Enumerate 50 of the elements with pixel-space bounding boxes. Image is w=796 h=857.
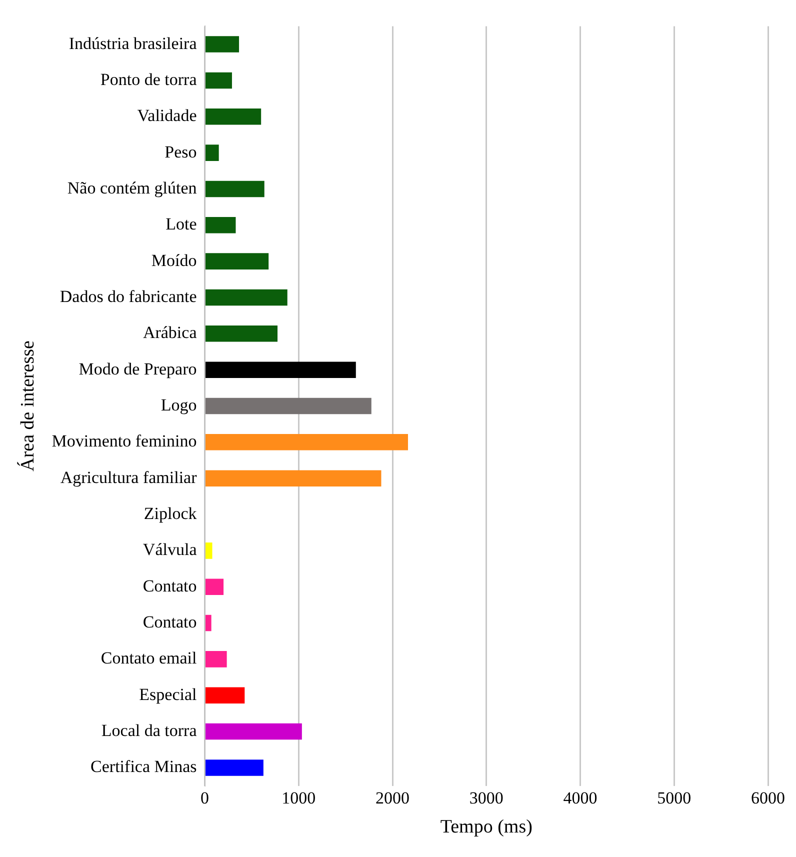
bar	[206, 651, 227, 668]
x-tick-label: 4000	[563, 788, 598, 808]
bar	[206, 108, 262, 125]
bar	[206, 470, 382, 486]
bar	[206, 542, 212, 559]
bar	[206, 326, 278, 342]
bar	[206, 289, 288, 306]
y-tick-label: Moído	[151, 250, 197, 270]
x-tick-label: 1000	[282, 788, 316, 808]
bar	[206, 36, 240, 52]
y-tick-label: Não contém glúten	[67, 178, 198, 198]
bar	[206, 760, 264, 776]
x-axis-title: Tempo (ms)	[440, 816, 532, 838]
y-tick-label: Validade	[137, 106, 197, 126]
bar	[206, 362, 356, 378]
y-tick-label: Ponto de torra	[100, 70, 198, 89]
y-tick-label: Válvula	[142, 540, 198, 560]
y-tick-label: Peso	[164, 142, 197, 162]
y-tick-label: Especial	[139, 684, 198, 704]
x-tick-label: 2000	[376, 788, 410, 808]
bar	[206, 253, 269, 270]
bar	[206, 434, 408, 450]
x-tick-label: 3000	[469, 788, 504, 808]
y-tick-label: Agricultura familiar	[60, 468, 198, 487]
y-tick-label: Logo	[160, 395, 197, 414]
y-tick-label: Dados do fabricante	[60, 286, 197, 306]
y-tick-label: Lote	[166, 214, 197, 234]
bar	[206, 578, 224, 595]
y-tick-label: Local da torra	[101, 721, 198, 740]
bar	[206, 180, 264, 198]
y-tick-label: Contato	[142, 612, 197, 632]
y-tick-label: Indústria brasileira	[68, 34, 198, 53]
y-tick-label: Certifica Minas	[90, 757, 197, 776]
x-tick-label: 0	[200, 788, 210, 808]
y-tick-label: Arábica	[142, 323, 198, 342]
y-tick-label: Ziplock	[144, 504, 198, 523]
x-tick-label: 5000	[657, 788, 692, 808]
y-axis-title: Área de interesse	[16, 340, 38, 472]
bar	[206, 398, 372, 414]
bar	[206, 687, 245, 704]
y-tick-label: Movimento feminino	[52, 432, 197, 451]
y-tick-label: Modo de Preparo	[78, 359, 197, 378]
y-tick-label: Contato email	[100, 648, 198, 668]
y-tick-label: Contato	[142, 576, 197, 596]
bar	[206, 217, 236, 234]
bar	[206, 72, 232, 89]
x-tick-label: 6000	[751, 788, 785, 808]
bar	[206, 614, 212, 632]
bar	[206, 144, 219, 161]
bar	[206, 723, 302, 740]
